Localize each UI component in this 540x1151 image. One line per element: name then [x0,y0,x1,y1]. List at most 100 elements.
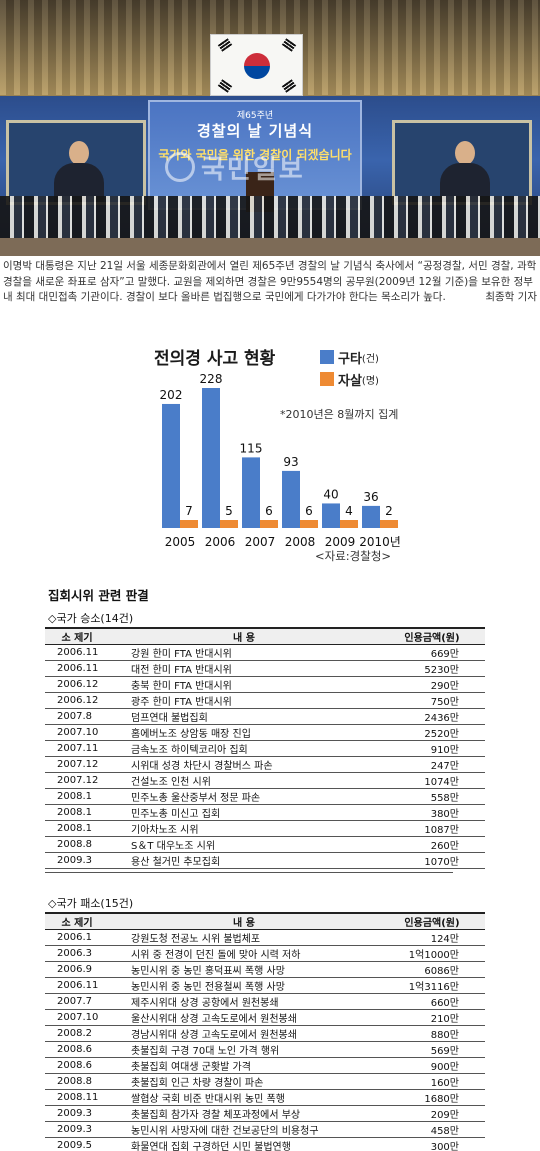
row-date: 2007.10 [45,1009,109,1026]
bar-suicide-2007 [260,520,278,528]
row-date: 2008.6 [45,1057,109,1074]
photo-caption: 이명박 대통령은 지난 21일 서울 세종문화회관에서 열린 제65주년 경찰의… [3,259,537,306]
bar-suicide-2008 [300,520,318,528]
label-suicide-2006: 5 [225,504,233,518]
chart-title: 전의경 사고 현황 [154,349,276,369]
legend-unit-suicide: (명) [361,375,379,387]
legend-swatch-suicide [320,372,334,386]
row-date: 2008.11 [45,1089,109,1106]
left-screen [6,120,146,205]
row-content: 쌀협상 국회 비준 반대시위 농민 폭행 [109,1089,379,1106]
table-row: 2007.7 제주시위대 상경 공항에서 원천봉쇄 660만 [45,993,485,1010]
row-amount: 380만 [379,804,485,821]
bar-assault-2005 [162,403,180,528]
row-content: 농민시위 사망자에 대한 건보공단의 비용청구 [109,1121,379,1138]
row-amount: 1억3116만 [379,977,485,994]
row-content: 용산 철거민 추모집회 [109,852,379,869]
table-header-row: 소 제기 내 용 인용금액(원) [45,912,485,930]
row-amount: 247만 [379,756,485,773]
table-row: 2007.11 금속노조 하이텍코리아 집회 910만 [45,740,485,757]
row-amount: 910만 [379,740,485,757]
x-tick-2010년: 2010년 [359,535,401,549]
bar-suicide-2009 [340,520,358,528]
rulings-title: 집회시위 관련 판결 [48,588,149,603]
bar-assault-2010년 [362,505,380,528]
legend-unit-assault: (건) [361,353,379,365]
legend-item-assault: 구타 (건) [320,346,379,368]
row-amount: 1680만 [379,1089,485,1106]
won-cases-label: ◇국가 승소(14건) [48,612,134,625]
table-row: 2006.11 대전 한미 FTA 반대시위 5230만 [45,660,485,677]
row-amount: 1087만 [379,820,485,837]
row-content: 농민시위 중 농민 전용철씨 폭행 사망 [109,977,379,994]
row-amount: 458만 [379,1121,485,1138]
row-amount: 300만 [379,1137,485,1151]
bar-assault-2009 [322,503,340,528]
table-row: 2006.1 강원도청 전공노 시위 불법체포 124만 [45,929,485,946]
row-content: 농민시위 중 농민 홍덕표씨 폭행 사망 [109,961,379,978]
chart-canvas: 202 7 2005 228 5 2006 115 6 2007 93 6 2008 40 4 2009 36… [160,372,401,549]
row-date: 2006.12 [45,676,109,693]
table-row: 2006.12 광주 한미 FTA 반대시위 750만 [45,692,485,709]
row-content: 촛불집회 인근 차량 경찰이 파손 [109,1073,379,1090]
label-assault-2008: 93 [283,455,298,469]
table-row: 2008.8 촛불집회 인근 차량 경찰이 파손 160만 [45,1073,485,1090]
header-amount: 인용금액(원) [379,912,485,930]
table-row: 2009.5 화물연대 집회 구경하던 시민 불법연행 300만 [45,1137,485,1151]
row-amount: 290만 [379,676,485,693]
row-content: 시위 중 전경이 던진 돌에 맞아 시력 저하 [109,945,379,962]
bar-suicide-2006 [220,520,238,528]
row-amount: 124만 [379,929,485,946]
row-date: 2006.11 [45,660,109,677]
row-content: 강원도청 전공노 시위 불법체포 [109,929,379,946]
chart-source: <자료:경찰청> [315,549,392,563]
row-date: 2008.6 [45,1041,109,1058]
row-date: 2007.12 [45,772,109,789]
row-content: 촛불집회 참가자 경찰 체포과정에서 부상 [109,1105,379,1122]
section-divider [45,872,453,873]
lost-cases-label: ◇국가 패소(15건) [48,897,134,910]
x-tick-2008: 2008 [285,535,316,549]
table-row: 2006.12 충북 한미 FTA 반대시위 290만 [45,676,485,693]
table-row: 2007.10 울산시위대 상경 고속도로에서 원천봉쇄 210만 [45,1009,485,1026]
row-date: 2006.11 [45,644,109,661]
row-content: 강원 한미 FTA 반대시위 [109,644,379,661]
right-screen [392,120,532,205]
row-content: 경남시위대 상경 고속도로에서 원천봉쇄 [109,1025,379,1042]
row-date: 2007.7 [45,993,109,1010]
legend-label-suicide: 자살 [338,373,362,389]
row-date: 2007.11 [45,740,109,757]
row-content: 대전 한미 FTA 반대시위 [109,660,379,677]
banner-slogan: 국가와 국민을 위한 경찰이 되겠습니다 [158,148,352,162]
header-amount: 인용금액(원) [379,627,485,645]
watermark-text: 국민일보 [201,154,305,185]
row-content: 제주시위대 상경 공항에서 원천봉쇄 [109,993,379,1010]
label-suicide-2009: 4 [345,504,353,518]
row-date: 2009.3 [45,1105,109,1122]
row-amount: 669만 [379,644,485,661]
row-content: 기아차노조 시위 [109,820,379,837]
header-content: 내 용 [109,912,379,930]
row-content: 촛불집회 구경 70대 노인 가격 행위 [109,1041,379,1058]
label-assault-2006: 228 [200,372,223,386]
x-tick-2009: 2009 [325,535,356,549]
row-amount: 2436만 [379,708,485,725]
table-row: 2008.1 민주노총 울산중부서 정문 파손 558만 [45,788,485,805]
bar-suicide-2005 [180,520,198,528]
row-date: 2008.1 [45,788,109,805]
row-amount: 5230만 [379,660,485,677]
stage-floor [0,238,540,256]
table-row: 2008.8 S＆T 대우노조 시위 260만 [45,836,485,853]
table-row: 2008.2 경남시위대 상경 고속도로에서 원천봉쇄 880만 [45,1025,485,1042]
x-tick-2005: 2005 [165,535,196,549]
row-amount: 1070만 [379,852,485,869]
row-amount: 1억1000만 [379,945,485,962]
row-amount: 660만 [379,993,485,1010]
row-date: 2008.1 [45,804,109,821]
label-assault-2010년: 36 [363,490,378,504]
row-amount: 1074만 [379,772,485,789]
legend-swatch-assault [320,350,334,364]
bar-assault-2007 [242,457,260,528]
row-date: 2008.1 [45,820,109,837]
korean-flag-icon [210,34,303,96]
